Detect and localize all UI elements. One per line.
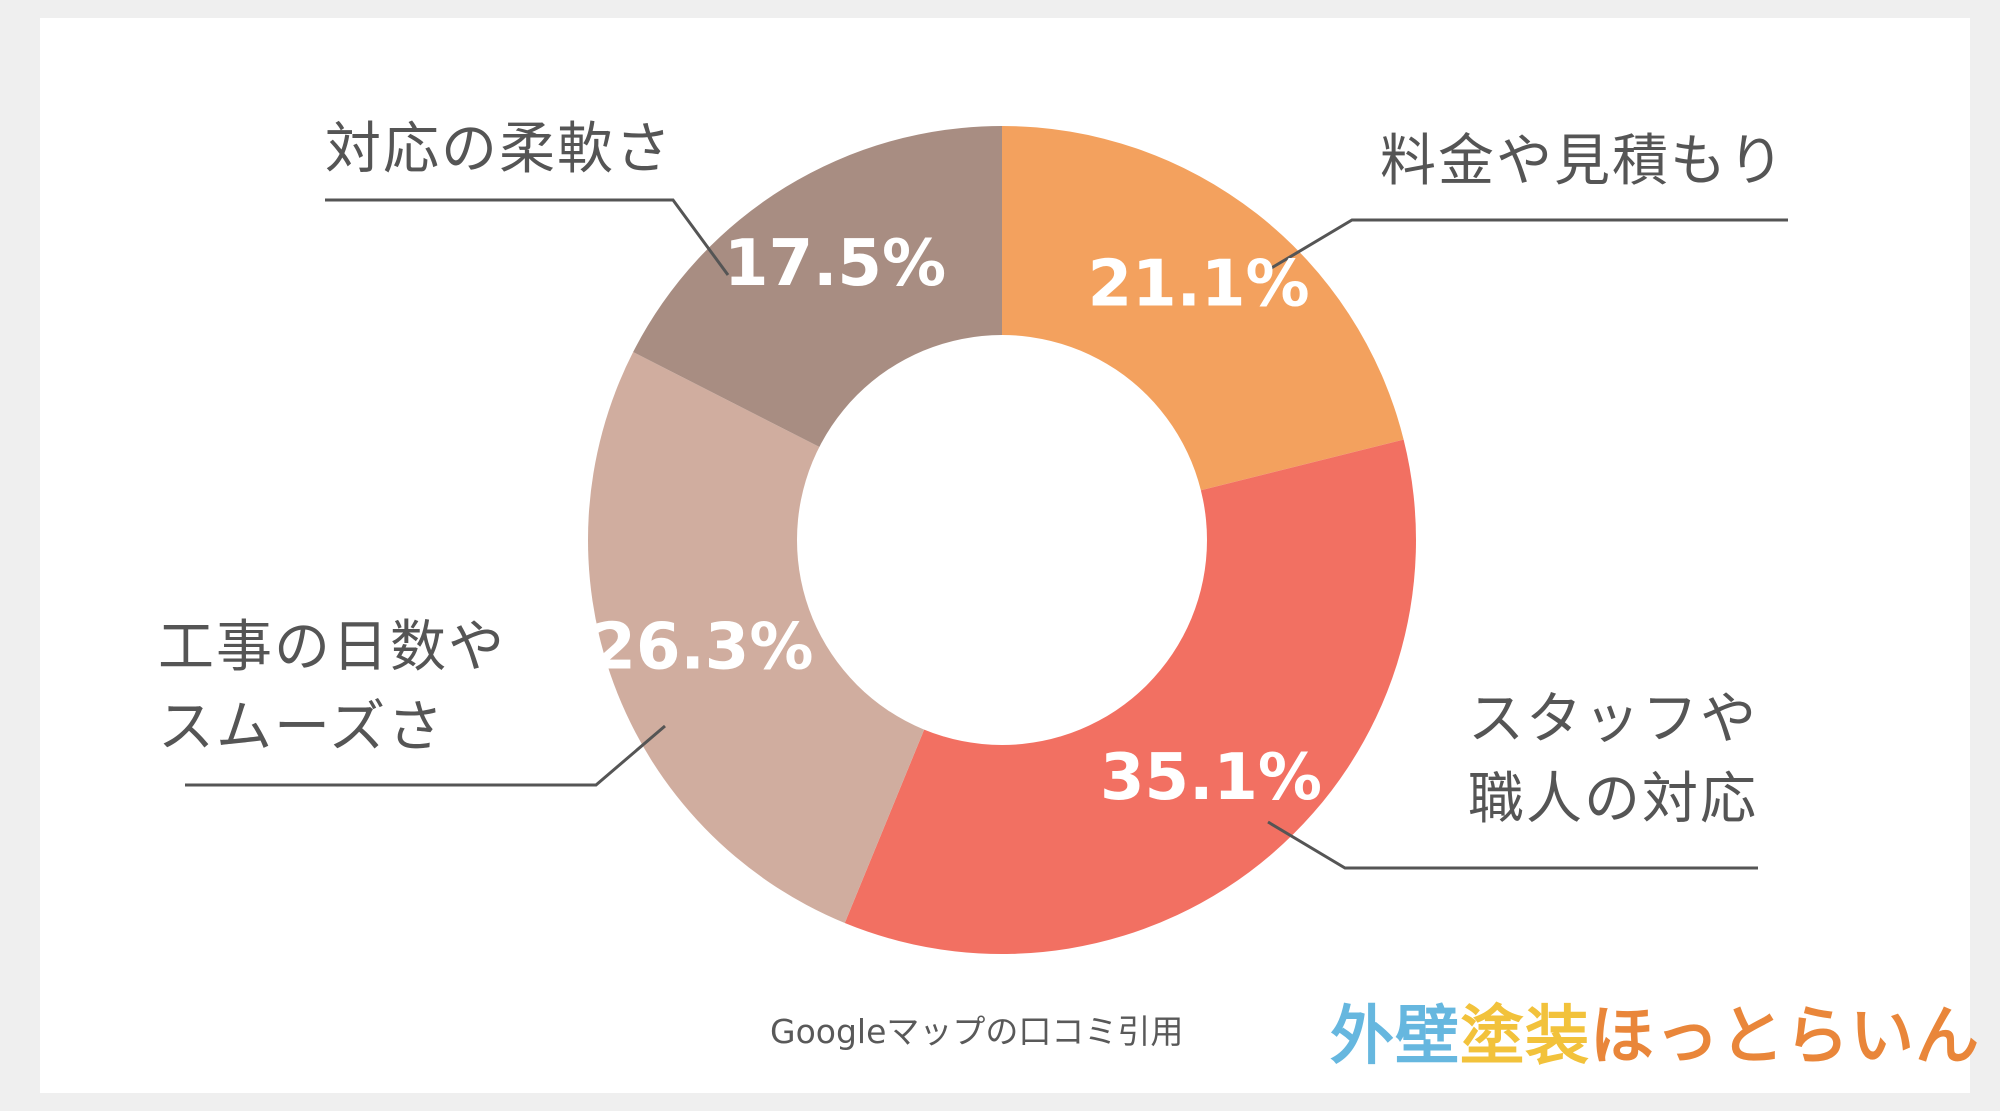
category-label-staff: スタッフや 職人の対応 [1468, 680, 1758, 840]
brand-logo-part: 外壁 [1330, 1000, 1460, 1074]
category-label-flexibility: 対応の柔軟さ [325, 110, 673, 190]
brand-logo: 外壁塗装ほっとらいん [1330, 985, 1980, 1075]
category-label-line: スタッフや [1468, 687, 1758, 752]
category-label-line: スムーズさ [158, 695, 446, 760]
donut-hole [797, 335, 1207, 745]
category-label-line: 工事の日数や [158, 615, 506, 680]
percent-label: 17.5% [724, 227, 946, 301]
category-label-line: 職人の対応 [1468, 767, 1758, 832]
leader-line [185, 724, 666, 787]
category-label-price: 料金や見積もり [1380, 122, 1786, 202]
category-label-line: 料金や見積もり [1380, 129, 1786, 194]
leader-line [1267, 218, 1788, 272]
category-label-line: 対応の柔軟さ [325, 117, 673, 182]
category-label-duration: 工事の日数や スムーズさ [158, 608, 506, 768]
leader-lines-layer [185, 198, 1788, 870]
leader-line [1267, 820, 1758, 870]
percent-labels-layer: 21.1% 35.1% 26.3% 17.5% [591, 227, 1322, 815]
leader-line [325, 198, 730, 276]
percent-label: 35.1% [1100, 741, 1322, 815]
source-note: Googleマップの口コミ引用 [770, 1012, 1184, 1051]
brand-logo-part: ほっとらいん [1590, 1000, 1980, 1074]
brand-logo-part: 塗装 [1460, 1000, 1590, 1074]
percent-label: 21.1% [1088, 248, 1310, 322]
percent-label: 26.3% [591, 611, 813, 685]
